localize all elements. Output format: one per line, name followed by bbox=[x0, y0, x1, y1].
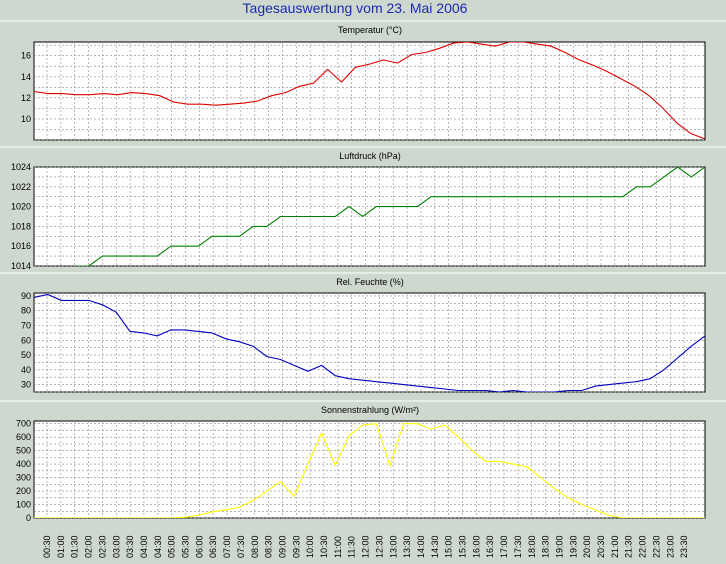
chart-title: Rel. Feuchte (%) bbox=[336, 277, 404, 287]
y-tick-label: 70 bbox=[21, 321, 31, 331]
x-tick-label: 18:00 bbox=[527, 535, 537, 558]
x-tick-label: 19:00 bbox=[554, 535, 564, 558]
y-tick-label: 700 bbox=[16, 419, 31, 429]
y-tick-label: 200 bbox=[16, 486, 31, 496]
x-tick-label: 21:30 bbox=[624, 535, 634, 558]
y-tick-label: 400 bbox=[16, 459, 31, 469]
x-tick-label: 17:30 bbox=[513, 535, 523, 558]
y-tick-label: 90 bbox=[21, 291, 31, 301]
x-tick-label: 23:00 bbox=[665, 535, 675, 558]
y-tick-label: 1022 bbox=[11, 182, 31, 192]
y-tick-label: 1016 bbox=[11, 241, 31, 251]
plot-area bbox=[33, 166, 706, 267]
x-tick-label: 03:30 bbox=[125, 535, 135, 558]
chart-panels: Temperatur (°C) 10 12 14 16 Luftdruck (hPa) 10… bbox=[0, 20, 726, 523]
x-tick-label: 17:00 bbox=[499, 535, 509, 558]
x-tick-label: 06:30 bbox=[208, 535, 218, 558]
chart-panel: Rel. Feuchte (%) 30 40 50 60 70 80 90 bbox=[0, 272, 726, 393]
chart-title: Luftdruck (hPa) bbox=[339, 151, 401, 161]
x-tick-label: 09:30 bbox=[291, 535, 301, 558]
series-line bbox=[74, 167, 705, 266]
x-tick-label: 20:30 bbox=[596, 535, 606, 558]
y-tick-label: 300 bbox=[16, 473, 31, 483]
x-tick-label: 22:00 bbox=[638, 535, 648, 558]
y-tick-label: 60 bbox=[21, 335, 31, 345]
x-tick-label: 01:00 bbox=[56, 535, 66, 558]
chart-title: Sonnenstrahlung (W/m²) bbox=[321, 405, 419, 415]
page-title: Tagesauswertung vom 23. Mai 2006 bbox=[243, 0, 468, 16]
chart-panel: Sonnenstrahlung (W/m²) 0 100 200 300 400 500 60… bbox=[0, 400, 726, 523]
plot-area bbox=[33, 41, 706, 141]
plot-area bbox=[33, 420, 706, 519]
x-tick-label: 16:00 bbox=[471, 535, 481, 558]
y-tick-label: 1014 bbox=[11, 261, 31, 271]
series-line bbox=[34, 423, 705, 518]
y-tick-label: 40 bbox=[21, 365, 31, 375]
x-tick-label: 23:30 bbox=[679, 535, 689, 558]
y-tick-label: 100 bbox=[16, 500, 31, 510]
y-tick-label: 600 bbox=[16, 432, 31, 442]
y-tick-label: 1018 bbox=[11, 221, 31, 231]
x-tick-label: 11:00 bbox=[333, 536, 343, 558]
y-tick-label: 500 bbox=[16, 446, 31, 456]
x-tick-label: 16:30 bbox=[485, 535, 495, 558]
x-tick-label: 15:30 bbox=[458, 535, 468, 558]
y-tick-label: 50 bbox=[21, 350, 31, 360]
x-tick-label: 22:30 bbox=[651, 535, 661, 558]
series-line bbox=[34, 293, 705, 392]
x-tick-label: 18:30 bbox=[541, 535, 551, 558]
x-tick-label: 01:30 bbox=[70, 535, 80, 558]
x-tick-label: 13:30 bbox=[402, 535, 412, 558]
x-tick-label: 11:30 bbox=[347, 536, 357, 558]
x-tick-label: 00:30 bbox=[42, 535, 52, 558]
x-tick-label: 07:30 bbox=[236, 535, 246, 558]
x-tick-label: 13:00 bbox=[388, 535, 398, 558]
y-tick-label: 12 bbox=[21, 93, 31, 103]
x-tick-label: 14:00 bbox=[416, 535, 426, 558]
x-tick-label: 03:00 bbox=[111, 535, 121, 558]
x-axis: 00:30 01:00 01:30 02:00 02:30 03:00 03:30 04:00… bbox=[42, 535, 689, 558]
series-line bbox=[34, 42, 705, 140]
x-tick-label: 04:00 bbox=[139, 535, 149, 558]
x-tick-label: 04:30 bbox=[153, 535, 163, 558]
y-tick-label: 10 bbox=[21, 114, 31, 124]
x-tick-label: 05:00 bbox=[167, 535, 177, 558]
x-tick-label: 20:00 bbox=[582, 535, 592, 558]
x-tick-label: 06:00 bbox=[194, 535, 204, 558]
x-tick-label: 15:00 bbox=[444, 535, 454, 558]
x-tick-label: 12:00 bbox=[361, 535, 371, 558]
x-tick-label: 10:30 bbox=[319, 535, 329, 558]
x-tick-label: 02:00 bbox=[84, 535, 94, 558]
x-tick-label: 05:30 bbox=[181, 535, 191, 558]
y-tick-label: 14 bbox=[21, 72, 31, 82]
x-tick-label: 07:00 bbox=[222, 535, 232, 558]
y-tick-label: 16 bbox=[21, 51, 31, 61]
y-tick-label: 1020 bbox=[11, 202, 31, 212]
x-tick-label: 14:30 bbox=[430, 535, 440, 558]
chart-title: Temperatur (°C) bbox=[338, 25, 402, 35]
y-tick-label: 1024 bbox=[11, 162, 31, 172]
chart-panel: Temperatur (°C) 10 12 14 16 bbox=[0, 20, 726, 141]
x-tick-label: 08:30 bbox=[264, 535, 274, 558]
x-tick-label: 19:30 bbox=[568, 535, 578, 558]
y-tick-label: 30 bbox=[21, 380, 31, 390]
y-tick-label: 0 bbox=[26, 513, 31, 523]
x-tick-label: 09:00 bbox=[277, 535, 287, 558]
x-tick-label: 10:00 bbox=[305, 535, 315, 558]
y-tick-label: 80 bbox=[21, 306, 31, 316]
chart-panel: Luftdruck (hPa) 1014 1016 1018 1020 1022 1024 bbox=[0, 146, 726, 271]
x-tick-label: 08:00 bbox=[250, 535, 260, 558]
x-tick-label: 12:30 bbox=[374, 535, 384, 558]
x-tick-label: 21:00 bbox=[610, 535, 620, 558]
x-tick-label: 02:30 bbox=[97, 535, 107, 558]
plot-area bbox=[33, 292, 706, 393]
